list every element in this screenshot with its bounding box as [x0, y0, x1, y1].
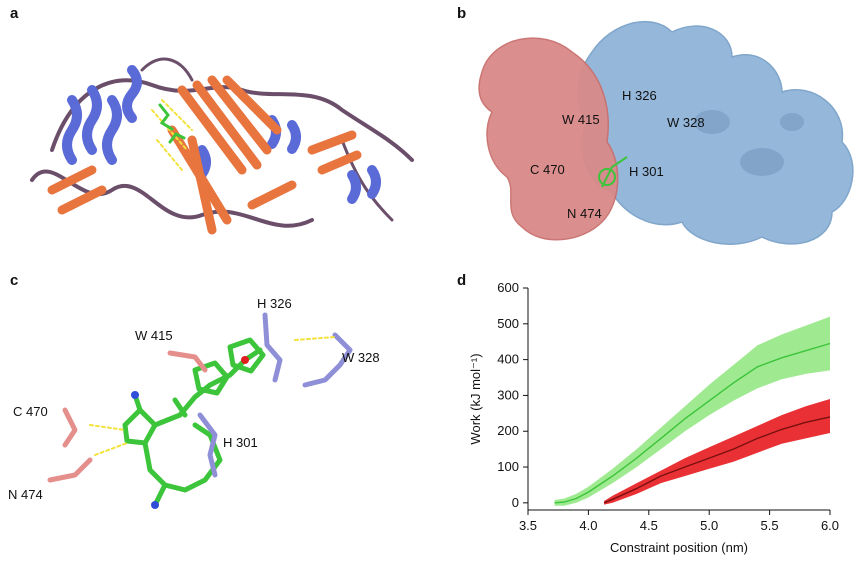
- x-tick-label: 4.5: [640, 518, 658, 533]
- x-tick-label: 6.0: [821, 518, 839, 533]
- protein-cartoon: [30, 57, 414, 235]
- red-band: [604, 399, 830, 505]
- panel-c-sticks: H 326 W 415 W 328 C 470 H 301 N 474: [8, 296, 380, 509]
- red-surface: [478, 37, 619, 241]
- chart-series: [554, 316, 831, 506]
- y-tick-label: 500: [497, 316, 519, 331]
- y-tick-label: 100: [497, 459, 519, 474]
- surface-shading: [694, 110, 804, 176]
- surface-label-w328: W 328: [667, 115, 705, 130]
- panel-a-cartoon: [30, 57, 414, 235]
- surface-label-h301: H 301: [629, 164, 664, 179]
- stick-label-h326: H 326: [257, 296, 292, 311]
- panel-label-d: d: [457, 272, 467, 289]
- y-tick-label: 300: [497, 387, 519, 402]
- x-tick-label: 5.0: [700, 518, 718, 533]
- y-tick-label: 0: [512, 495, 519, 510]
- work-chart: 3.5 4.0 4.5 5.0 5.5 6.0 0 100 200 300 400 500 600 Co…: [468, 280, 839, 555]
- panel-label-b: b: [457, 5, 467, 22]
- ligand-in-surface: [598, 156, 628, 188]
- green-mean-line: [554, 342, 831, 504]
- x-tick-label: 3.5: [519, 518, 537, 533]
- stick-label-n474: N 474: [8, 487, 43, 502]
- panel-b-surface: H 326 W 415 W 328 C 470 H 301 N 474: [478, 20, 854, 245]
- surface-label-h326: H 326: [622, 88, 657, 103]
- y-tick-label: 600: [497, 280, 519, 295]
- panel-label-c: c: [10, 272, 19, 289]
- x-tick-label: 5.5: [761, 518, 779, 533]
- panel-label-a: a: [10, 5, 19, 22]
- y-tick-label: 400: [497, 352, 519, 367]
- surface-label-w415: W 415: [562, 112, 600, 127]
- y-axis-label: Work (kJ mol⁻¹): [468, 353, 483, 444]
- surface-label-c470: C 470: [530, 162, 565, 177]
- chart-axes: 3.5 4.0 4.5 5.0 5.5 6.0 0 100 200 300 400 500 600: [497, 280, 839, 533]
- red-mean-line: [603, 416, 831, 504]
- stick-label-w328: W 328: [342, 350, 380, 365]
- stick-label-w415: W 415: [135, 328, 173, 343]
- stick-label-c470: C 470: [13, 404, 48, 419]
- green-band: [554, 316, 830, 506]
- stick-label-h301: H 301: [223, 435, 258, 450]
- surface-label-n474: N 474: [567, 206, 602, 221]
- ligand-sticks: [47, 312, 353, 509]
- x-tick-label: 4.0: [579, 518, 597, 533]
- y-tick-label: 200: [497, 423, 519, 438]
- x-axis-label: Constraint position (nm): [610, 540, 748, 555]
